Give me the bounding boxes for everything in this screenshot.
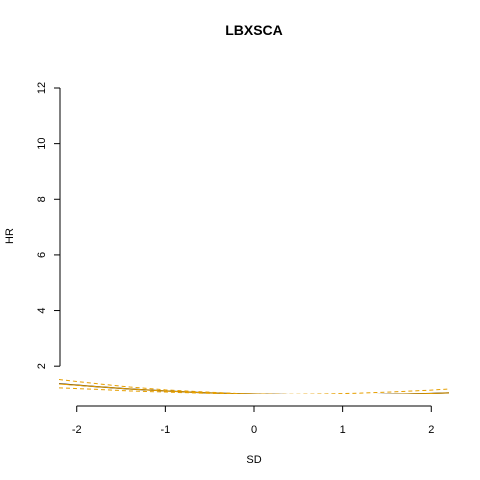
x-tick-label: 2 xyxy=(428,424,434,436)
series-ci-upper-line xyxy=(59,379,449,394)
series-ci-lower-line xyxy=(59,387,270,394)
y-axis: 2 4 6 8 10 12 xyxy=(36,82,61,369)
x-tick-label: -1 xyxy=(160,424,170,436)
y-tick-label: 6 xyxy=(36,252,48,258)
series-layer xyxy=(59,379,449,394)
chart-title: LBXSCA xyxy=(225,22,283,38)
x-tick-label: -2 xyxy=(72,424,82,436)
y-axis-label: HR xyxy=(4,228,16,244)
x-tick-label: 1 xyxy=(340,424,346,436)
y-tick-label: 8 xyxy=(36,196,48,202)
y-tick-label: 2 xyxy=(36,363,48,369)
x-tick-label: 0 xyxy=(251,424,257,436)
y-tick-label: 10 xyxy=(36,138,48,150)
y-tick-label: 12 xyxy=(36,82,48,94)
x-axis-label: SD xyxy=(246,454,261,466)
x-axis: -2 -1 0 1 2 xyxy=(72,405,434,436)
y-tick-label: 4 xyxy=(36,307,48,313)
series-fit-line xyxy=(59,383,449,394)
